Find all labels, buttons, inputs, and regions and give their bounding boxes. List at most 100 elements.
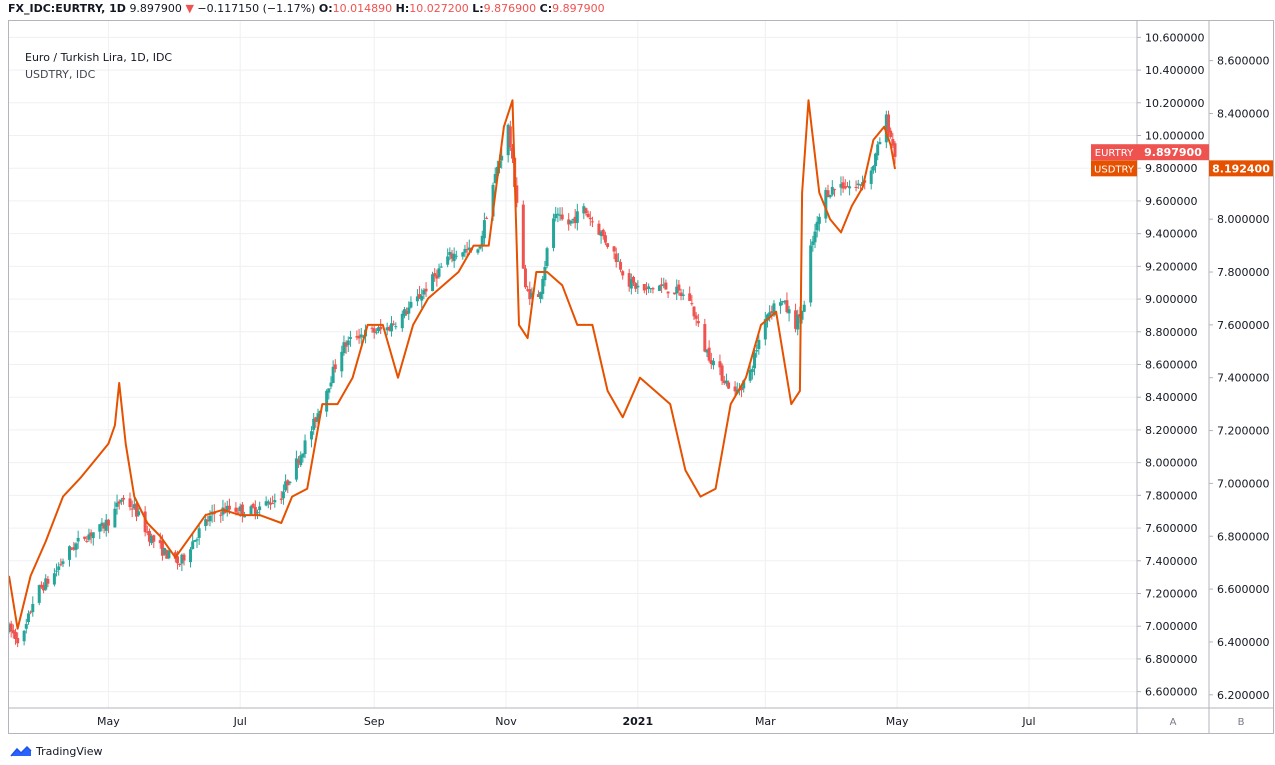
candle — [72, 541, 76, 551]
candle-body — [59, 564, 63, 566]
candle-body — [9, 623, 13, 632]
eurtry-series-tag-label: EURTRY — [1095, 148, 1134, 159]
candle-body — [446, 256, 450, 265]
candle-body — [750, 369, 754, 372]
candle-body — [115, 502, 119, 507]
eurtry-price-tag — [1137, 144, 1209, 161]
candle-body — [753, 352, 757, 369]
candle — [113, 501, 117, 528]
compare-series-legend[interactable]: USDTRY, IDC — [25, 68, 96, 81]
axis-b-tick-label: 6.200000 — [1217, 689, 1270, 702]
candle-body — [402, 309, 406, 316]
candle-body — [377, 327, 381, 332]
candle — [541, 275, 545, 300]
candle-body — [348, 337, 352, 339]
candle-body — [389, 323, 393, 332]
candle-body — [539, 292, 543, 299]
axis-b-tick-label: 7.200000 — [1217, 425, 1270, 438]
candle — [76, 530, 80, 549]
candle — [755, 344, 759, 358]
candle-body — [869, 170, 873, 184]
candle-body — [526, 289, 530, 291]
candle — [523, 264, 527, 289]
candle-body — [258, 506, 262, 511]
candle — [394, 322, 398, 330]
candle-body — [437, 268, 441, 277]
candle — [781, 300, 785, 306]
candle-body — [500, 155, 504, 161]
symbol-name[interactable]: FX_IDC:EURTRY, 1D — [8, 2, 126, 15]
candle — [433, 268, 437, 282]
candle-body — [249, 506, 253, 515]
candle — [52, 568, 56, 587]
candle — [87, 528, 91, 542]
candle — [178, 563, 182, 567]
candle-body — [673, 292, 677, 295]
candle-body — [240, 504, 244, 515]
time-axis-label: Jul — [1021, 715, 1035, 728]
candle — [493, 167, 497, 184]
time-axis[interactable]: May Jul Sep Nov 2021 Mar May Jul A B — [9, 707, 1273, 728]
candle — [651, 286, 655, 294]
candle — [521, 200, 525, 269]
candle-body — [541, 278, 545, 294]
candle-body — [253, 506, 257, 515]
tradingview-branding[interactable]: TradingView — [10, 742, 102, 760]
candle — [288, 481, 292, 486]
candle — [61, 558, 65, 568]
candle-body — [666, 291, 670, 294]
candle — [454, 250, 458, 260]
candle-body — [165, 550, 169, 559]
candle — [163, 547, 167, 556]
price-chart[interactable]: 6.600000 6.800000 7.000000 7.200000 7.400000… — [9, 21, 1273, 733]
time-axis-label: Mar — [755, 715, 776, 728]
main-series-legend[interactable]: Euro / Turkish Lira, 1D, IDC — [25, 51, 173, 64]
candle — [800, 310, 804, 324]
last-price: 9.897900 — [129, 2, 182, 15]
price-axis-a[interactable]: 6.600000 6.800000 7.000000 7.200000 7.400000… — [1136, 21, 1205, 733]
candle-body — [586, 213, 590, 218]
candle — [191, 533, 195, 550]
candle — [858, 184, 862, 190]
axis-a-scale-button[interactable]: A — [1170, 717, 1177, 728]
candle-body — [552, 218, 556, 248]
candle — [29, 610, 33, 615]
candle-body — [839, 184, 843, 188]
axis-a-tick-label: 10.200000 — [1145, 97, 1205, 110]
chart-frame[interactable]: 6.600000 6.800000 7.000000 7.200000 7.400000… — [8, 20, 1274, 734]
candle — [59, 558, 63, 567]
candle-body — [16, 638, 20, 644]
candle-body — [874, 153, 878, 167]
candle — [644, 282, 648, 296]
candle — [636, 280, 640, 295]
candle-body — [491, 184, 495, 217]
candle-body — [796, 314, 800, 330]
candle — [346, 336, 350, 352]
candle — [889, 127, 893, 139]
candle — [279, 491, 283, 504]
candle-body — [152, 535, 156, 542]
candle — [740, 386, 744, 398]
candle-body — [768, 312, 772, 316]
candle — [91, 532, 95, 546]
price-axis-b[interactable]: 6.200000 6.400000 6.600000 6.800000 7.000000… — [1208, 21, 1270, 733]
candle-body — [22, 630, 26, 642]
candle — [392, 320, 396, 326]
candle-body — [582, 206, 586, 214]
candle — [299, 451, 303, 467]
candle-body — [794, 310, 798, 329]
candle-body — [195, 539, 199, 541]
change-down-arrow-icon: ▼ — [185, 2, 194, 15]
candle-body — [303, 440, 307, 454]
candle-body — [690, 303, 694, 305]
axis-b-scale-button[interactable]: B — [1238, 717, 1245, 728]
candle-body — [781, 301, 785, 303]
candle-body — [893, 143, 897, 157]
candle — [150, 533, 154, 546]
candle-body — [664, 282, 668, 290]
candle-body — [506, 124, 510, 156]
candle — [193, 539, 197, 542]
candle-body — [271, 503, 275, 505]
last-value-tags: EURTRY 9.897900 USDTRY 8.192400 — [1091, 144, 1273, 177]
candle — [325, 389, 329, 417]
